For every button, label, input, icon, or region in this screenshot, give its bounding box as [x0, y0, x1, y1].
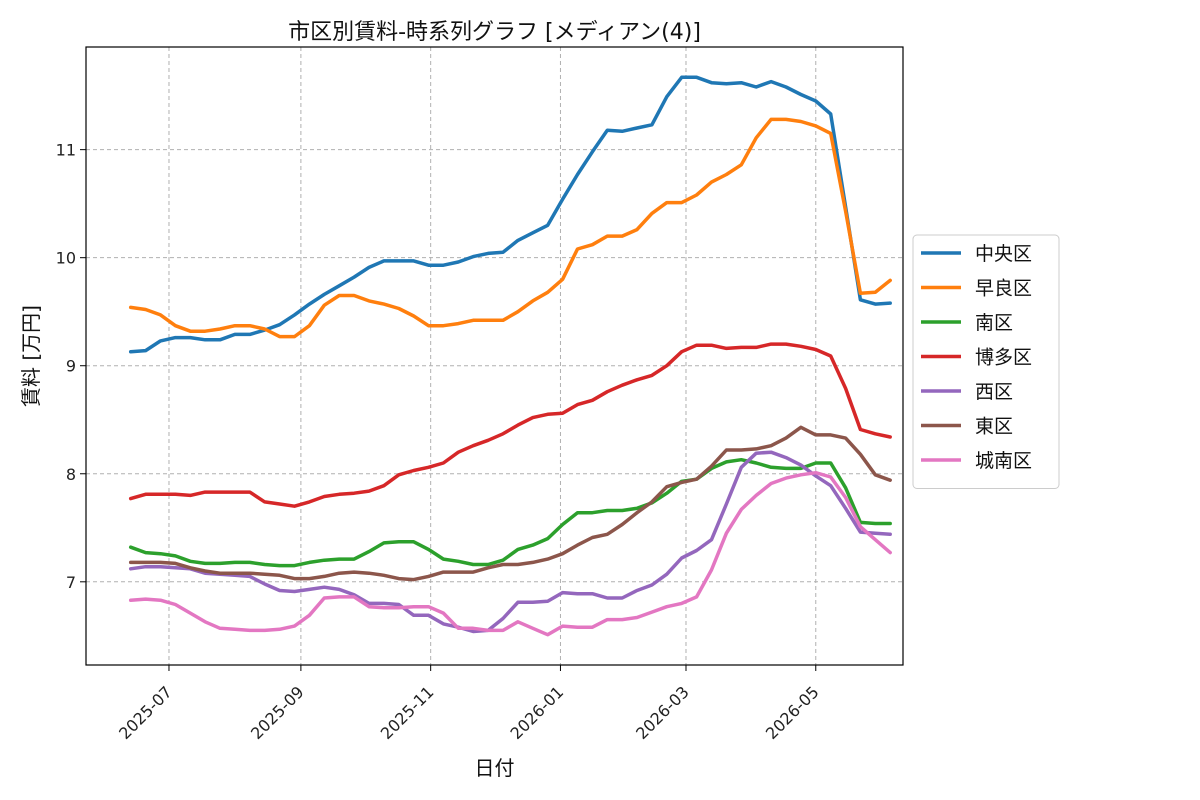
y-tick-label: 7: [66, 573, 76, 592]
legend-label: 早良区: [975, 278, 1032, 300]
y-tick-label: 9: [66, 357, 76, 376]
legend-label: 博多区: [975, 347, 1032, 369]
y-axis-title: 賃料 [万円]: [19, 305, 43, 407]
legend-label: 東区: [975, 416, 1013, 438]
y-tick-label: 11: [56, 141, 76, 160]
legend-label: 西区: [975, 381, 1013, 403]
y-axis-ticks: 7 8 9 10 11: [56, 141, 86, 592]
y-tick-label: 8: [66, 465, 76, 484]
series-lines: [128, 75, 892, 637]
x-axis-title: 日付: [475, 756, 515, 780]
series-line: [128, 425, 892, 582]
plot-frame: [85, 46, 904, 666]
y-tick-label: 10: [56, 249, 76, 268]
legend-label: 城南区: [975, 450, 1032, 472]
series-line: [128, 450, 892, 634]
chart-title: 市区別賃料-時系列グラフ [メディアン(4)]: [288, 20, 701, 45]
series-line: [128, 342, 892, 508]
legend-label: 南区: [975, 312, 1013, 334]
series-line: [128, 457, 892, 568]
series-line: [128, 75, 892, 354]
legend-label: 中央区: [975, 243, 1032, 265]
series-line: [128, 470, 892, 637]
grid: [86, 47, 903, 665]
series-line: [128, 117, 892, 339]
